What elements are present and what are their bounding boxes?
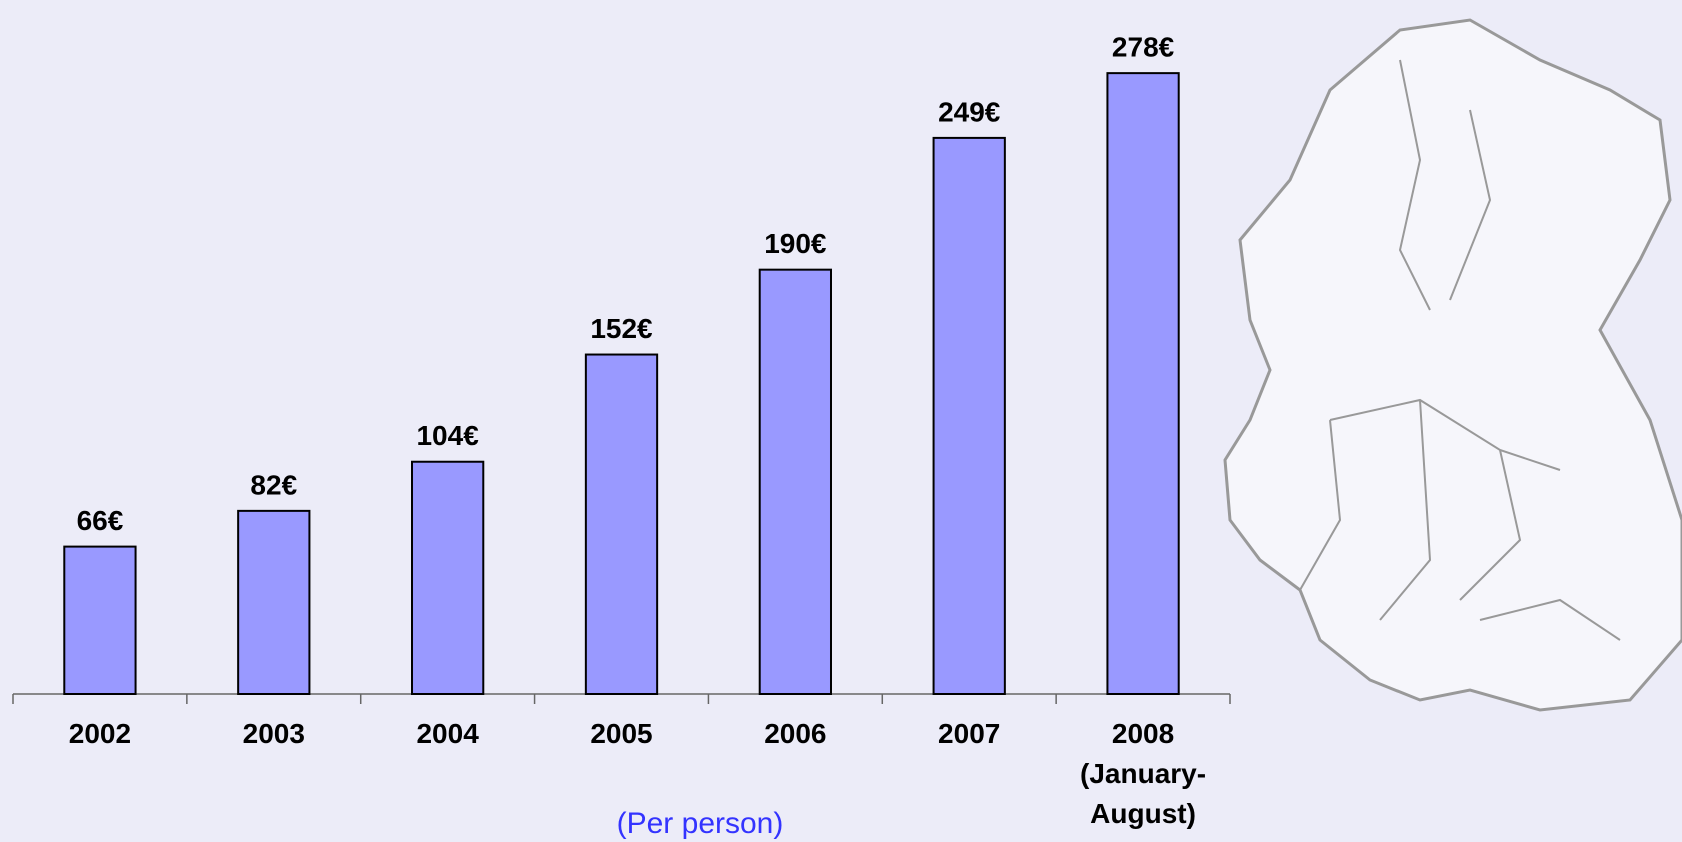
value-label: 104€ (416, 420, 479, 451)
value-label: 278€ (1112, 32, 1175, 63)
value-label: 152€ (590, 313, 653, 344)
bar (411, 460, 485, 695)
x-tick-label: 2003 (242, 718, 305, 749)
subtitle: (Per person) (617, 807, 784, 840)
value-label: 82€ (250, 469, 297, 500)
bar (1106, 72, 1180, 695)
x-tick-label: 2006 (764, 718, 827, 749)
bar (584, 353, 659, 695)
x-tick-label: 2002 (68, 718, 132, 749)
europe-map (1223, 18, 1682, 712)
bar (63, 545, 137, 695)
bar (237, 509, 311, 695)
value-label: 66€ (77, 505, 124, 536)
x-tick-label: 2008 (January-August) (1080, 718, 1207, 829)
bar (932, 136, 1006, 695)
x-tick-label: 2007 (938, 718, 1001, 749)
x-tick-label: 2005 (590, 718, 653, 749)
value-label: 190€ (764, 228, 827, 259)
x-tick-label: 2004 (416, 718, 479, 749)
bar (758, 268, 832, 695)
value-label: 249€ (938, 96, 1001, 127)
